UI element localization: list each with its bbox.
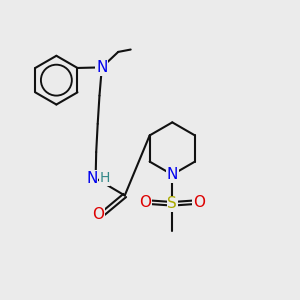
Text: O: O xyxy=(92,207,104,222)
Text: N: N xyxy=(96,60,107,75)
Text: N: N xyxy=(86,171,98,186)
Text: N: N xyxy=(167,167,178,182)
Text: S: S xyxy=(167,196,177,211)
Text: O: O xyxy=(193,195,205,210)
Text: O: O xyxy=(140,195,152,210)
Text: H: H xyxy=(99,171,110,185)
